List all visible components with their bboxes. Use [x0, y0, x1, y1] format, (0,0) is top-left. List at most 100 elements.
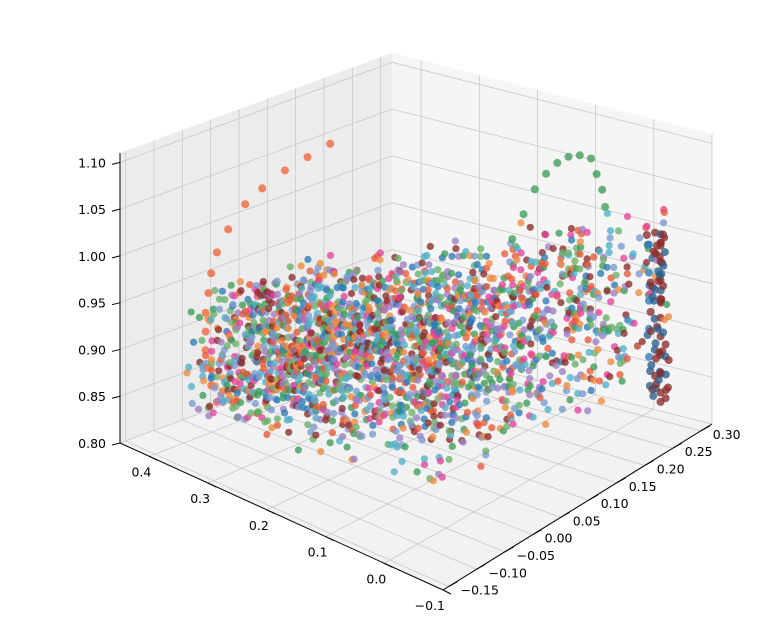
data-point — [549, 307, 557, 315]
z-tick-label: 1.00 — [78, 249, 106, 264]
data-point — [449, 307, 457, 315]
data-point — [424, 361, 433, 369]
data-point — [577, 309, 585, 317]
data-point — [607, 358, 615, 366]
data-point — [185, 363, 193, 371]
y-tick-label: 0.15 — [629, 479, 657, 494]
data-point — [207, 356, 215, 364]
data-point — [383, 297, 391, 305]
data-point — [323, 408, 331, 416]
data-point — [273, 324, 281, 332]
data-point — [474, 383, 482, 391]
data-point — [258, 184, 267, 193]
data-point — [605, 248, 613, 256]
data-point — [552, 361, 560, 370]
data-point — [338, 404, 346, 413]
data-point — [526, 374, 534, 383]
data-point — [477, 462, 485, 470]
data-point — [307, 329, 315, 337]
data-point — [555, 229, 563, 237]
data-point — [201, 327, 210, 336]
data-point — [213, 373, 221, 381]
data-point — [436, 339, 444, 347]
data-point — [408, 421, 416, 429]
data-point — [451, 237, 459, 245]
data-point — [417, 407, 425, 415]
data-point — [587, 154, 595, 163]
data-point — [517, 266, 525, 274]
data-point — [431, 353, 439, 361]
data-point — [413, 414, 421, 422]
data-point — [347, 289, 356, 298]
data-point — [190, 338, 198, 346]
data-point — [501, 250, 509, 258]
data-point — [300, 341, 308, 349]
data-point — [664, 313, 673, 321]
z-tick-label: 0.85 — [78, 389, 106, 404]
data-point — [643, 222, 651, 230]
data-point — [323, 369, 331, 378]
data-point — [393, 277, 401, 285]
data-point — [282, 311, 290, 319]
data-point — [536, 352, 544, 360]
data-point — [394, 254, 402, 262]
data-point — [557, 299, 565, 307]
data-point — [553, 291, 561, 299]
data-point — [273, 421, 281, 429]
data-point — [419, 332, 427, 340]
data-point — [236, 399, 245, 407]
data-point — [429, 433, 437, 441]
data-point — [483, 283, 491, 291]
data-point — [353, 357, 361, 365]
data-point — [482, 414, 490, 422]
data-point — [477, 335, 485, 344]
data-point — [371, 325, 379, 333]
data-point — [451, 318, 459, 326]
data-point — [346, 369, 354, 377]
data-point — [527, 350, 535, 358]
data-point — [207, 269, 216, 278]
data-point — [430, 320, 438, 328]
data-point — [425, 356, 433, 364]
data-point — [542, 231, 550, 239]
data-point — [645, 268, 653, 277]
data-point — [426, 242, 434, 250]
data-point — [595, 293, 603, 301]
data-point — [215, 295, 224, 303]
data-point — [455, 305, 463, 313]
data-point — [295, 337, 303, 345]
data-point — [374, 266, 382, 274]
data-point — [187, 308, 195, 316]
data-point — [646, 367, 655, 376]
data-point — [533, 334, 542, 342]
data-point — [486, 355, 494, 363]
data-point — [417, 298, 425, 306]
data-point — [351, 410, 359, 418]
data-point — [567, 231, 575, 239]
data-point — [358, 274, 367, 282]
data-point — [619, 345, 627, 353]
data-point — [343, 443, 351, 451]
data-point — [558, 405, 566, 413]
data-point — [571, 360, 579, 368]
data-point — [415, 365, 423, 373]
data-point — [368, 371, 376, 379]
data-point — [434, 283, 442, 291]
data-point — [599, 256, 608, 264]
data-point — [338, 283, 346, 291]
data-point — [590, 363, 598, 371]
data-point — [452, 245, 460, 253]
data-point — [421, 269, 429, 277]
data-point — [346, 340, 354, 348]
data-point — [236, 319, 244, 327]
data-point — [195, 313, 203, 321]
data-point — [568, 353, 576, 361]
data-point — [587, 321, 595, 329]
data-point — [286, 263, 294, 271]
data-point — [452, 340, 460, 348]
data-point — [477, 252, 485, 261]
data-point — [414, 376, 422, 384]
data-point — [418, 436, 426, 444]
data-point — [298, 397, 306, 406]
data-point — [598, 185, 607, 194]
